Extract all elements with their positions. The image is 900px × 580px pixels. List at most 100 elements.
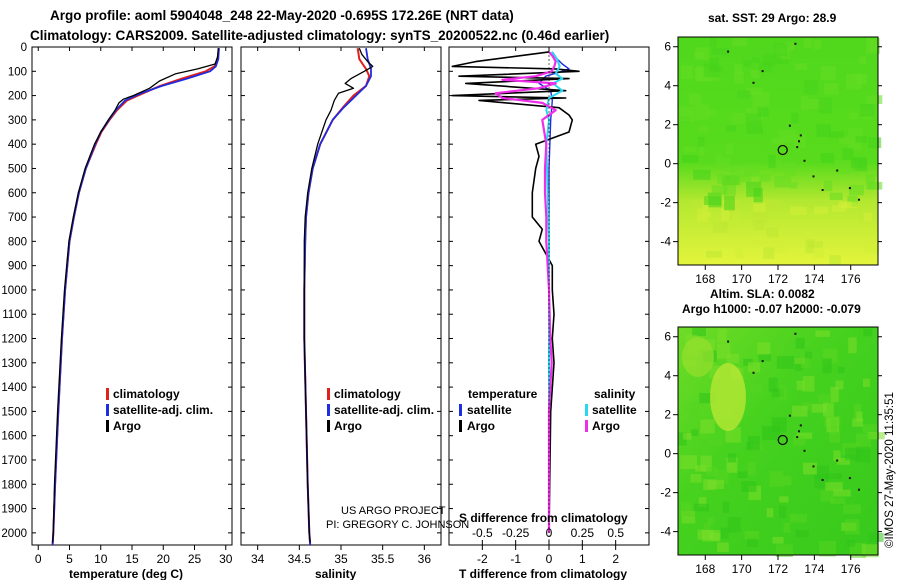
map-texture-cell [748,362,760,373]
map-texture-cell [796,380,805,391]
legend-t-argo: Argo [467,419,495,433]
map-texture-cell [769,471,784,487]
map-texture-cell [828,131,845,139]
legend-s-satellite: satellite [592,403,637,417]
map-texture-cell [694,104,709,120]
map-texture-cell [727,517,741,533]
map-y-tick-label: 2 [664,118,671,132]
map-texture-cell [814,206,829,215]
map-texture-cell [688,93,702,105]
island-speck [796,146,799,149]
difference-legend: temperature salinity satellite Argo sate… [459,387,637,433]
secondary-tick-label: 0 [546,526,553,540]
sst-map-title: sat. SST: 29 Argo: 28.9 [708,11,837,25]
map-texture-cell [847,195,858,207]
map-texture-cell [792,435,806,446]
map-texture-cell [800,352,810,369]
island-speck [799,424,802,427]
secondary-tick-label: -0.25 [502,526,530,540]
map-texture-cell [683,505,693,517]
map-texture-cell [758,354,772,362]
island-speck [799,134,802,137]
map-texture-cell [753,219,765,230]
map-texture-cell [693,169,711,180]
sla-high-anomaly [682,337,714,377]
salinity-x-axis: 34 34.5 35 35.5 36 [251,47,431,566]
map-y-tick-label: 0 [664,447,671,461]
map-texture-cell [866,38,880,54]
map-texture-cell [741,369,756,381]
map-texture-cell [698,126,709,133]
map-texture-cell [868,181,883,190]
x-tick-label: 0 [35,552,42,566]
map-texture-cell [814,248,825,258]
depth-tick-label: 1400 [1,382,27,394]
map-x-tick-label: 176 [841,272,861,286]
x-tick-label: 15 [125,552,139,566]
salinity-series [303,47,374,546]
island-speck [794,332,797,335]
map-x-tick-label: 176 [841,562,861,576]
map-texture-cell [698,497,707,507]
map-texture-cell [694,503,710,512]
map-texture-cell [782,475,792,486]
map-texture-cell [853,404,862,419]
legend-salinity-header: salinity [594,387,636,401]
series-line-t-argo [451,51,580,533]
map-texture-cell [794,357,805,364]
map-texture-cell [762,425,781,440]
depth-tick-label: 1200 [1,334,27,346]
island-speck [794,42,797,45]
map-texture-cell [849,184,864,196]
map-y-tick-label: -2 [660,196,671,210]
map-texture-cell [839,136,849,145]
map-texture-cell [854,73,867,85]
legend-satellite-swatch [327,404,330,416]
depth-tick-label: 1300 [1,358,27,370]
float-position-marker [777,434,788,446]
map-texture-cell [789,513,807,523]
sst-map-axes: 168 170 172 174 176 -4 -2 0 2 4 6 [660,40,882,286]
map-texture-cell [795,530,810,538]
island-speck [821,189,824,191]
x-tick-label: 10 [94,552,108,566]
map-texture-cell [820,153,835,163]
map-texture-cell [783,522,791,533]
legend-t-argo-swatch [459,420,462,432]
map-texture-cell [747,462,756,475]
map-texture-cell [860,103,875,117]
map-texture-cell [843,504,861,514]
map-texture-cell [863,240,879,254]
island-speck [727,340,730,343]
sla-map-axes: 168 170 172 174 176 -4 -2 0 2 4 6 [660,330,882,576]
map-texture-cell [784,42,795,51]
legend-argo-swatch [327,420,330,432]
map-texture-cell [848,112,858,120]
series-line-satellite-adj-clim- [303,48,372,546]
map-texture-cell [691,429,699,437]
map-texture-cell [790,182,798,189]
map-texture-cell [818,394,830,404]
x-tick-label: 35 [334,552,348,566]
depth-tick-label: 300 [8,115,27,127]
island-speck [836,459,839,462]
map-texture-cell [847,140,862,151]
map-texture-cell [830,497,846,505]
map-texture-cell [823,180,833,192]
depth-tick-label: 1000 [1,285,27,297]
x-tick-label: 1 [579,552,586,566]
island-speck [803,449,806,452]
depth-tick-label: 100 [8,66,27,78]
map-texture-cell [709,37,717,48]
legend-argo-swatch [106,420,109,432]
map-texture-cell [861,544,879,558]
map-texture-cell [855,136,867,143]
map-texture-cell [703,523,710,532]
map-texture-cell [830,386,839,403]
project-annotation: US ARGO PROJECT [341,505,446,517]
map-texture-cell [743,60,752,67]
map-texture-cell [717,173,727,184]
legend-satellite: satellite-adj. clim. [334,403,434,417]
depth-tick-label: 400 [8,139,27,151]
map-texture-cell [834,160,851,175]
